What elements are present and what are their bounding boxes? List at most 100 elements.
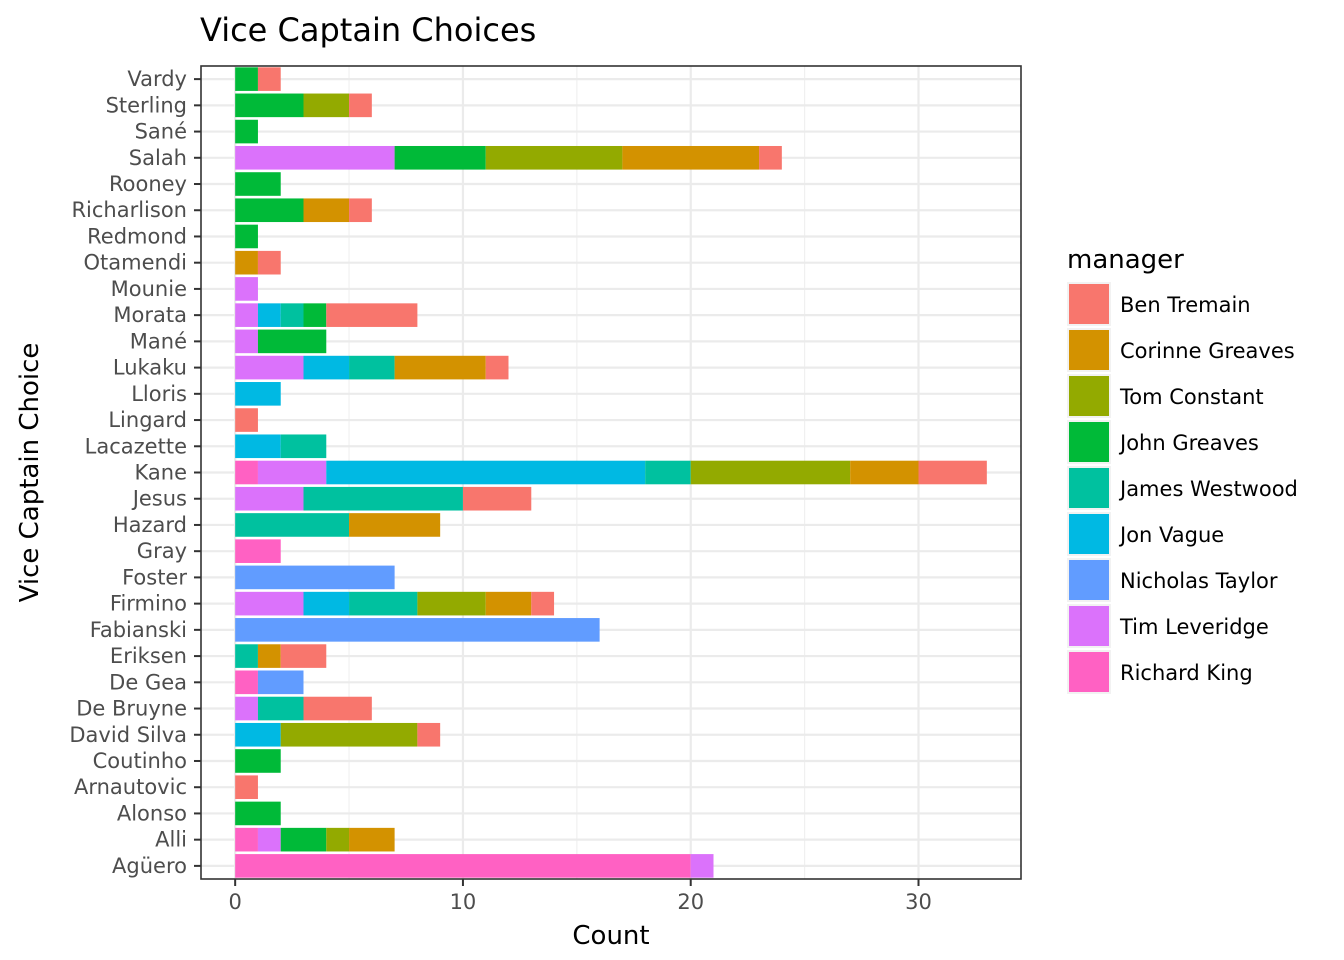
y-tick-label: Sané — [135, 120, 187, 144]
legend-swatch — [1069, 422, 1109, 462]
bar-segment — [235, 145, 395, 170]
x-tick-label: 0 — [228, 890, 241, 914]
legend-swatch — [1069, 376, 1109, 416]
bar-segment — [417, 591, 486, 616]
bar-segment — [235, 303, 258, 327]
bar-segment — [417, 722, 441, 747]
y-tick-label: Firmino — [110, 592, 187, 616]
bar-segment — [235, 382, 281, 406]
plot-panel — [200, 65, 1022, 880]
bar-segment — [303, 591, 350, 616]
bar-segment — [303, 198, 350, 223]
bar-segment — [235, 827, 258, 852]
x-axis-title: Count — [572, 921, 649, 951]
legend-label: Richard King — [1120, 661, 1253, 685]
y-tick-label: Hazard — [113, 513, 187, 537]
bar-segment — [394, 355, 486, 380]
y-tick-label: Jesus — [131, 487, 187, 511]
y-tick-label: De Gea — [109, 670, 187, 694]
legend-swatch — [1069, 284, 1109, 324]
y-tick-label: Vardy — [127, 67, 187, 91]
bar-segment — [235, 172, 281, 196]
bar-segment — [235, 591, 304, 616]
y-tick-label: Arnautovic — [74, 775, 187, 799]
bar-segment — [759, 145, 782, 170]
legend: manager Ben Tremain Corinne Greaves Tom Co… — [1067, 245, 1298, 694]
legend-label: Jon Vague — [1118, 523, 1224, 547]
bar-segment — [257, 303, 281, 327]
bar-segment — [280, 827, 327, 852]
y-axis-title: Vice Captain Choice — [15, 343, 45, 603]
bar-segment — [235, 329, 258, 354]
legend-label: John Greaves — [1118, 431, 1259, 455]
bar-segment — [394, 145, 486, 170]
bar-segment — [349, 355, 395, 380]
bar-segment — [485, 355, 509, 380]
bar-segment — [349, 827, 395, 852]
y-tick-label: Gray — [137, 539, 187, 563]
bar-segment — [235, 670, 258, 695]
bar-segment — [349, 198, 372, 223]
y-tick-label: Fabianski — [90, 618, 187, 642]
bar-segment — [235, 854, 691, 878]
legend-label: Corinne Greaves — [1120, 339, 1295, 363]
x-tick-label: 30 — [905, 890, 932, 914]
y-tick-label: Lacazette — [85, 434, 187, 458]
bar-segment — [257, 696, 304, 721]
legend-swatch — [1069, 652, 1109, 692]
y-tick-label: Mané — [130, 329, 187, 353]
y-tick-label: Lukaku — [113, 356, 187, 380]
bar-segment — [235, 67, 258, 91]
y-tick-label: Alli — [155, 828, 187, 852]
y-tick-label: Otamendi — [84, 251, 187, 275]
x-tick-label: 20 — [677, 890, 704, 914]
y-tick-label: David Silva — [69, 723, 187, 747]
x-axis: 0 10 20 30 — [228, 879, 932, 914]
bar-segment — [235, 749, 281, 773]
bar-segment — [235, 722, 281, 747]
bar-segment — [918, 460, 987, 485]
bar-segment — [349, 93, 372, 118]
bar-segment — [235, 775, 258, 800]
bar-segment — [850, 460, 919, 485]
legend-swatch — [1069, 514, 1109, 554]
bar-segment — [235, 408, 258, 432]
legend-label: Tim Leveridge — [1119, 615, 1269, 639]
y-tick-label: Salah — [129, 146, 187, 170]
bar-segment — [303, 355, 350, 380]
y-tick-label: Lloris — [131, 382, 187, 406]
y-tick-label: Sterling — [106, 93, 187, 117]
legend-label: Ben Tremain — [1120, 293, 1251, 317]
bar-segment — [280, 434, 327, 459]
y-tick-label: De Bruyne — [76, 697, 187, 721]
bar-segment — [235, 355, 304, 380]
bar-segment — [235, 434, 281, 459]
bar-segment — [235, 539, 281, 563]
y-tick-label: Redmond — [87, 224, 187, 248]
bar-segment — [235, 618, 600, 642]
bar-segment — [690, 854, 714, 878]
legend-title: manager — [1067, 245, 1184, 275]
bar-segment — [485, 145, 623, 170]
legend-swatch — [1069, 606, 1109, 646]
legend-swatch — [1069, 330, 1109, 370]
bar-segment — [349, 591, 418, 616]
y-tick-label: Richarlison — [71, 198, 187, 222]
bar-segment — [485, 591, 532, 616]
legend-swatch — [1069, 560, 1109, 600]
bar-segment — [257, 250, 281, 275]
bar-segment — [257, 460, 327, 485]
y-tick-label: Agüero — [112, 854, 187, 878]
x-tick-label: 10 — [450, 890, 477, 914]
bar-segment — [349, 513, 441, 537]
legend-label: James Westwood — [1118, 477, 1298, 501]
y-tick-label: Kane — [135, 461, 188, 485]
bar-segment — [326, 460, 646, 485]
bar-segment — [531, 591, 555, 616]
legend-label: Nicholas Taylor — [1120, 569, 1278, 593]
bar-segment — [235, 696, 258, 721]
bar-segment — [235, 224, 258, 249]
y-tick-label: Foster — [122, 565, 187, 589]
bar-segment — [235, 250, 258, 275]
